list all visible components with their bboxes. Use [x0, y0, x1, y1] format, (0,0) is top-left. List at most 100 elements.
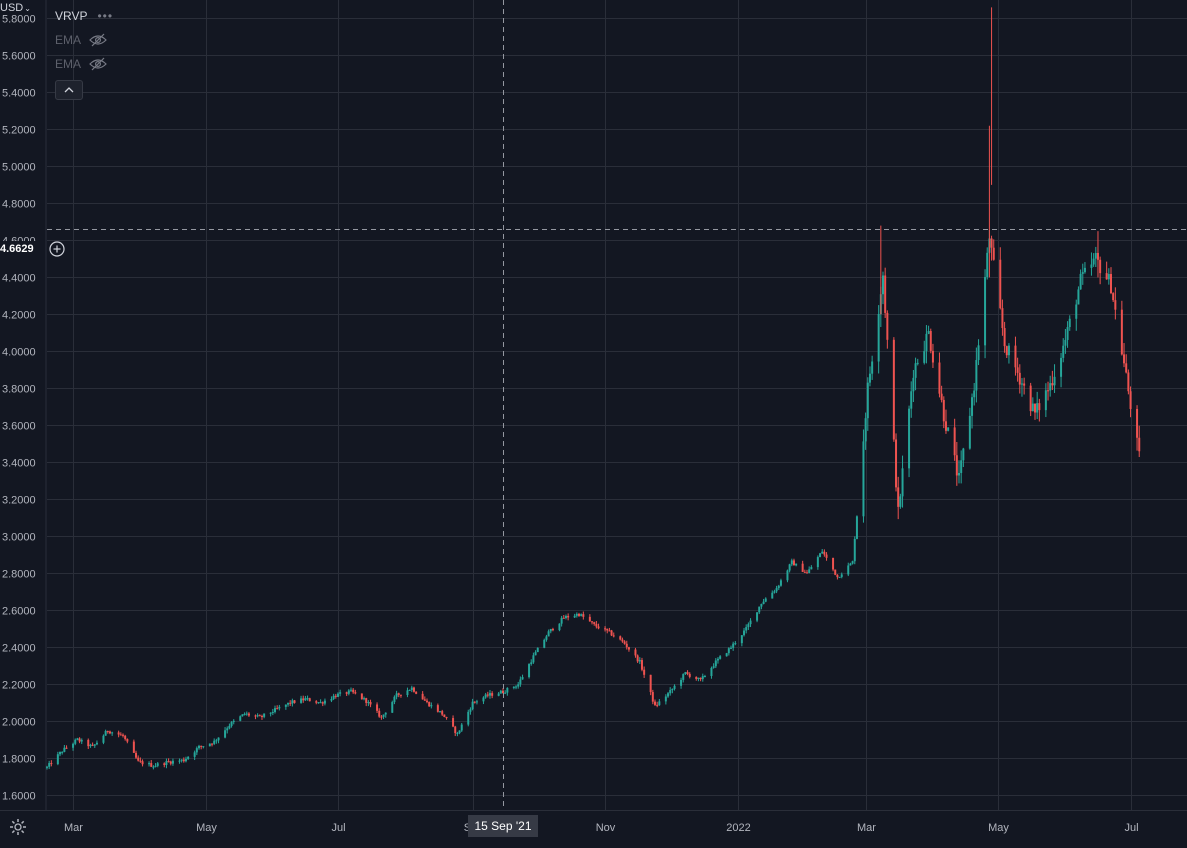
candle	[1138, 425, 1141, 458]
eye-hidden-icon[interactable]	[89, 33, 107, 47]
candle-body	[910, 391, 913, 409]
candle-body	[512, 686, 515, 688]
candle	[382, 714, 385, 720]
candle	[124, 734, 127, 741]
candle	[947, 427, 950, 432]
candle	[213, 738, 216, 746]
candle	[1068, 315, 1071, 331]
candle-body	[332, 695, 335, 700]
candle-body	[564, 616, 567, 619]
indicator-row-ema-1[interactable]: EMA	[55, 28, 113, 52]
time-axis[interactable]: MarMayJulSepNov2022MarMayJul	[64, 822, 1139, 834]
candle	[74, 738, 77, 746]
candle-body	[1001, 308, 1004, 329]
candle	[360, 693, 363, 700]
candle-body	[363, 698, 366, 700]
candle	[821, 548, 824, 554]
candle	[688, 672, 691, 679]
candle	[810, 565, 813, 570]
candle	[91, 742, 94, 747]
collapse-legend-button[interactable]	[55, 80, 83, 100]
candle	[792, 558, 795, 566]
indicator-row-ema-2[interactable]: EMA	[55, 52, 113, 76]
candle-body	[1127, 372, 1130, 392]
candle	[1114, 287, 1117, 320]
candle-body	[499, 690, 502, 694]
indicator-title[interactable]: VRVP	[55, 9, 88, 23]
candle-body	[391, 702, 394, 713]
candle-body	[1005, 346, 1008, 356]
candle-body	[460, 724, 463, 731]
candle-body	[1129, 391, 1132, 409]
candle-body	[156, 763, 159, 766]
y-tick-label: 2.0000	[2, 717, 36, 729]
candle-body	[482, 697, 485, 702]
candle	[293, 699, 296, 704]
candle	[673, 684, 676, 691]
candle	[95, 740, 98, 746]
currency-label: USD	[0, 2, 24, 14]
candle	[441, 709, 444, 716]
candle	[1094, 246, 1097, 268]
candle	[649, 674, 652, 696]
candle	[532, 652, 535, 664]
candle-body	[649, 674, 652, 693]
candle	[536, 647, 539, 653]
candle-body	[543, 639, 546, 648]
candle-body	[119, 734, 122, 736]
candle-body	[551, 628, 554, 631]
candle-body	[627, 647, 630, 650]
candle	[658, 699, 661, 706]
candle-body	[258, 715, 261, 717]
candle-body	[823, 551, 826, 555]
candle	[551, 627, 554, 632]
candle	[117, 730, 120, 738]
candle-body	[393, 696, 396, 703]
candle-body	[593, 622, 596, 624]
candle-body	[1138, 437, 1141, 452]
candle	[530, 659, 533, 666]
price-axis[interactable]: 1.6000 1.8000 2.0000 2.2000 2.4000 2.6000 2.80…	[2, 14, 36, 803]
add-alert-button[interactable]	[49, 241, 65, 257]
candle	[771, 590, 774, 599]
ema-label[interactable]: EMA	[55, 57, 82, 71]
gear-icon[interactable]	[8, 817, 28, 837]
candle	[1007, 343, 1010, 364]
candle-body	[775, 588, 778, 592]
candle-body	[790, 560, 793, 565]
candle	[825, 552, 828, 561]
candle-body	[202, 746, 205, 748]
candle-body	[484, 694, 487, 698]
candle-body	[256, 715, 259, 717]
currency-selector[interactable]: USD⌄	[0, 2, 31, 14]
candle-body	[1081, 272, 1084, 274]
candle-body	[135, 752, 138, 758]
x-tick-label: Jul	[331, 822, 345, 834]
candle	[497, 692, 500, 697]
candle	[667, 691, 670, 698]
candle-body	[838, 576, 841, 578]
candle	[669, 687, 672, 696]
candle	[732, 641, 735, 651]
eye-hidden-icon[interactable]	[89, 57, 107, 71]
candle	[730, 645, 732, 650]
candle	[725, 652, 728, 657]
candle-body	[87, 739, 90, 747]
chevron-down-icon: ⌄	[24, 4, 31, 13]
candle	[284, 704, 287, 710]
candle	[627, 646, 630, 652]
indicator-row-vrvp[interactable]: VRVP •••	[55, 4, 113, 28]
y-tick-label: 3.8000	[2, 384, 36, 396]
candle-body	[990, 238, 993, 248]
candle	[619, 635, 622, 641]
ema-label[interactable]: EMA	[55, 33, 82, 47]
candle	[682, 673, 685, 683]
candle-body	[1099, 259, 1102, 274]
candle	[638, 657, 641, 665]
candle-body	[962, 448, 965, 461]
candle	[1020, 378, 1023, 397]
candle	[421, 691, 424, 700]
more-options-icon[interactable]: •••	[97, 9, 114, 23]
candle	[482, 696, 485, 705]
